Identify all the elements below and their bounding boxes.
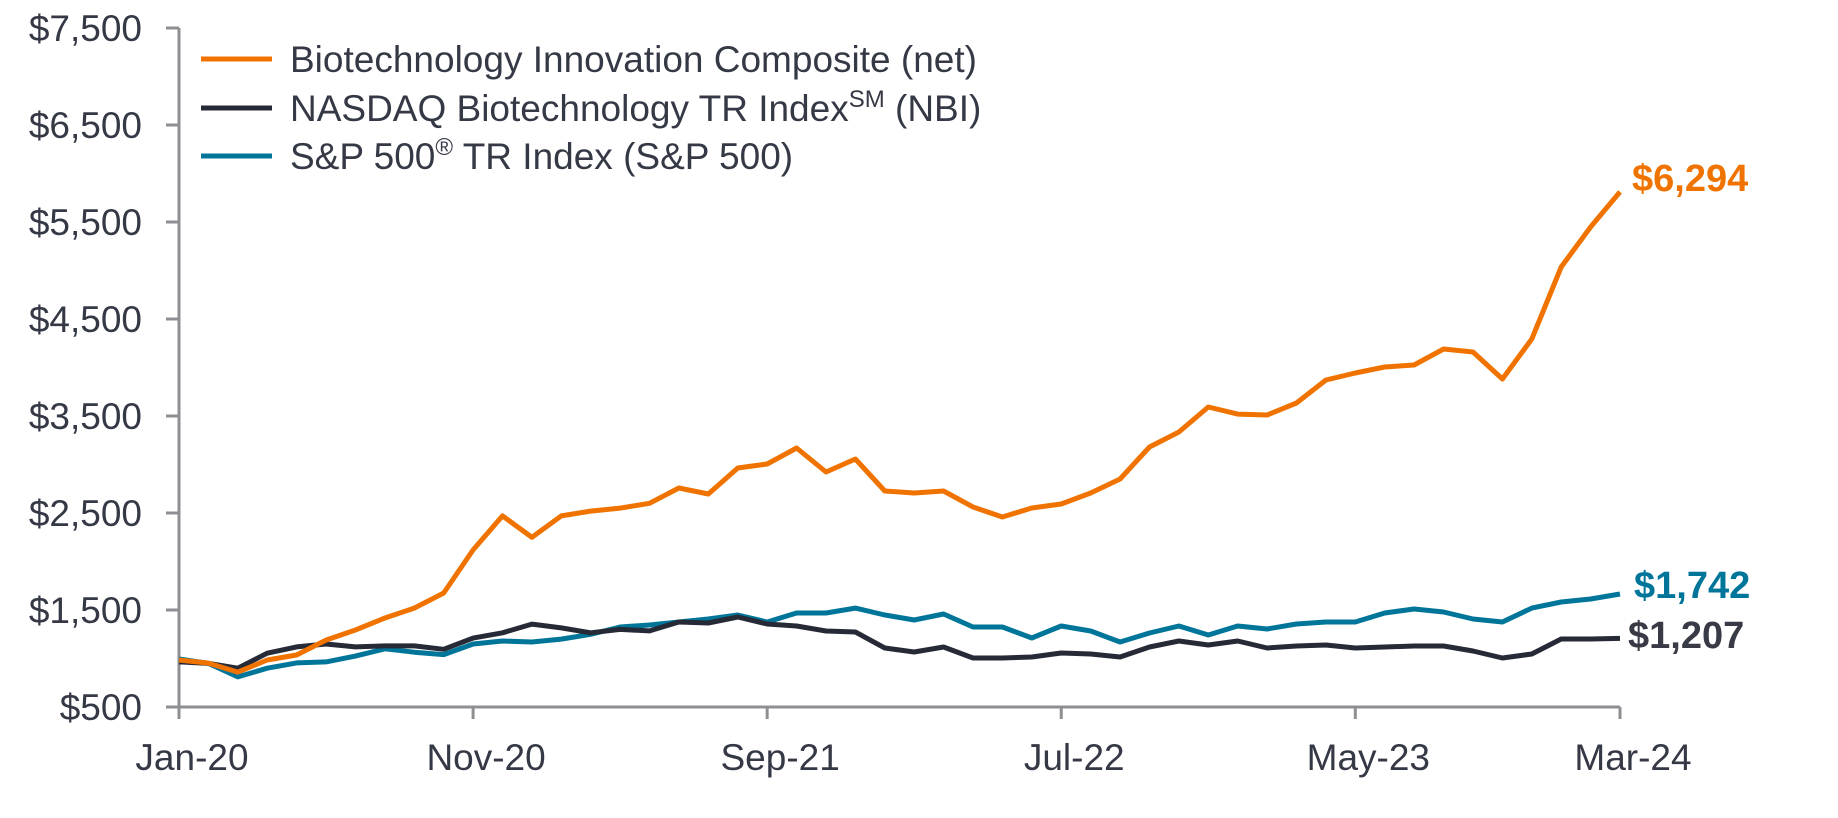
legend: Biotechnology Innovation Composite (net)… (201, 39, 981, 177)
x-tick-label: Jul-22 (1024, 737, 1125, 778)
end-value-label: $1,742 (1634, 565, 1750, 607)
legend-item: Biotechnology Innovation Composite (net) (201, 39, 977, 80)
x-tick-label: Sep-21 (721, 737, 840, 778)
x-tick-label: May-23 (1307, 737, 1430, 778)
legend-label-suffix: TR Index (S&P 500) (453, 136, 793, 177)
legend-label-superscript: SM (849, 86, 885, 113)
y-tick-label: $2,500 (29, 493, 142, 534)
x-tick-label: Mar-24 (1574, 737, 1691, 778)
y-tick-label: $6,500 (29, 105, 142, 146)
series-line-1 (178, 614, 1621, 671)
y-tick-label: $4,500 (29, 299, 142, 340)
legend-item: NASDAQ Biotechnology TR IndexSM (NBI) (201, 86, 981, 129)
x-tick-label: Jan-20 (135, 737, 248, 778)
y-tick-label: $1,500 (29, 590, 142, 631)
legend-label-suffix: (NBI) (885, 88, 982, 129)
legend-label: NASDAQ Biotechnology TR IndexSM (NBI) (290, 86, 981, 129)
series-line-0 (178, 190, 1622, 675)
legend-label-main: S&P 500 (290, 136, 435, 177)
y-axis: $500 $1,500 $2,500 $3,500 $4,500 $5,500 $6,500… (29, 8, 181, 728)
legend-label: S&P 500® TR Index (S&P 500) (290, 134, 793, 177)
x-axis: Jan-20 Nov-20 Sep-21 Jul-22 May-23 Mar-24 (135, 705, 1692, 778)
legend-label: Biotechnology Innovation Composite (net) (290, 39, 977, 80)
y-tick-label: $5,500 (29, 202, 142, 243)
legend-label-superscript: ® (435, 134, 453, 161)
series-layer (178, 190, 1622, 680)
y-tick-label: $7,500 (29, 8, 142, 49)
legend-label-main: Biotechnology Innovation Composite (net) (290, 39, 977, 80)
end-value-label: $1,207 (1628, 615, 1744, 657)
y-tick-label: $3,500 (29, 396, 142, 437)
legend-label-main: NASDAQ Biotechnology TR Index (290, 88, 849, 129)
end-labels: $6,294 $1,207 $1,742 (1628, 158, 1750, 657)
y-tick-label: $500 (60, 687, 142, 728)
x-tick-label: Nov-20 (426, 737, 545, 778)
end-value-label: $6,294 (1632, 158, 1748, 200)
legend-item: S&P 500® TR Index (S&P 500) (201, 134, 793, 177)
series-line-2 (178, 591, 1621, 680)
